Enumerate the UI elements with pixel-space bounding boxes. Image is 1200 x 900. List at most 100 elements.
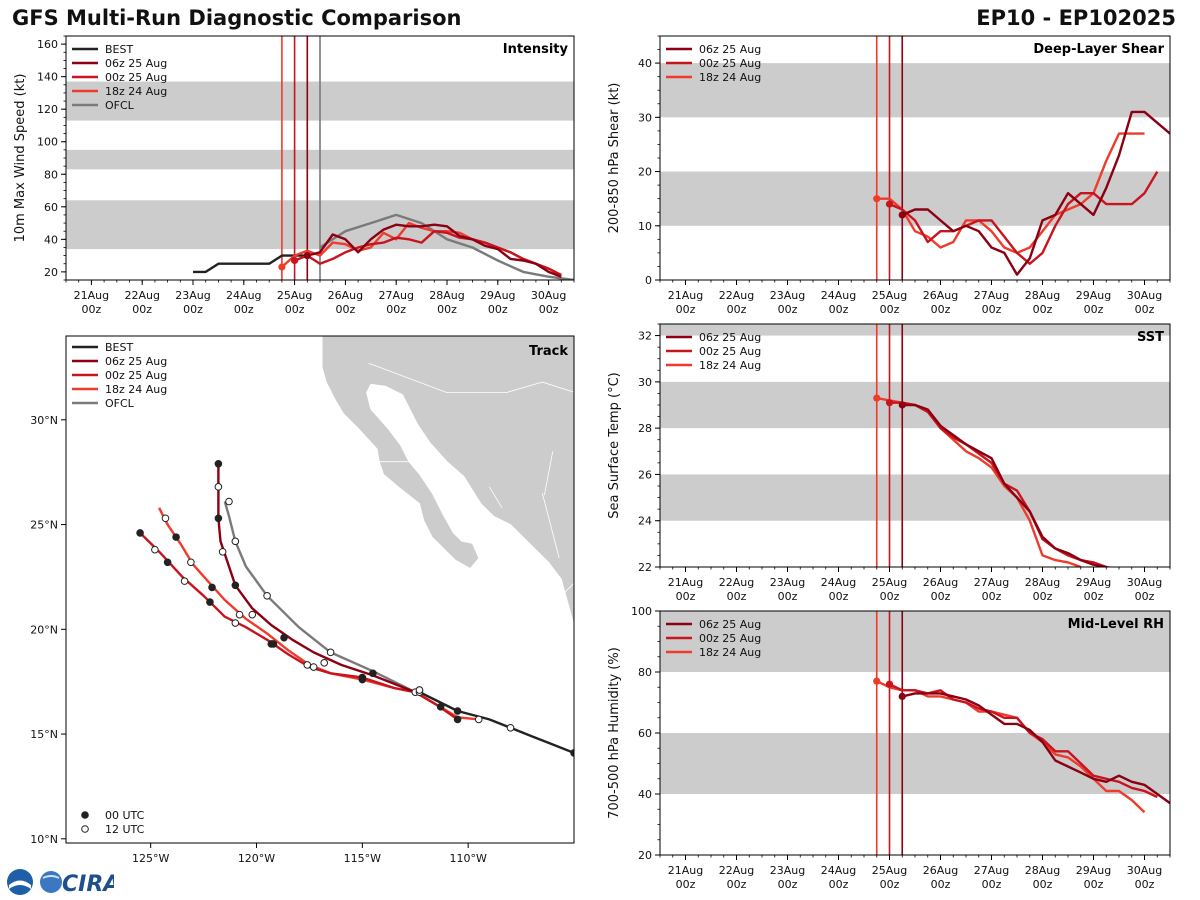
ytick-label: 60 <box>638 727 652 740</box>
track-marker-00z <box>206 598 214 606</box>
ytick-label: 28 <box>638 422 652 435</box>
marker-legend-label: 00 UTC <box>105 809 145 822</box>
track-line-ofcl <box>223 501 416 694</box>
xtick-label-hour: 00z <box>1135 590 1155 603</box>
init-point-00z <box>291 256 299 265</box>
plot-area <box>660 36 1170 280</box>
xtick-label-hour: 00z <box>880 303 900 316</box>
panel-title: Intensity <box>503 42 569 57</box>
track-marker-ofcl <box>263 591 271 600</box>
track-marker-18z <box>172 533 180 541</box>
shaded-band <box>660 611 1170 672</box>
xtick-label-day: 24Aug <box>821 864 856 877</box>
ytick-label: 0 <box>645 274 652 287</box>
series-line-00z <box>889 170 1159 265</box>
xtick-label-day: 29Aug <box>1076 864 1111 877</box>
xtick-label-day: 30Aug <box>531 289 566 302</box>
plot-area <box>660 324 1170 567</box>
legend-label-06z: 06z 25 Aug <box>105 355 167 368</box>
xtick-label-day: 21Aug <box>668 289 703 302</box>
init-point-00z <box>885 680 894 688</box>
xtick-label-day: 23Aug <box>175 289 210 302</box>
legend-label-18z: 18z 24 Aug <box>105 383 167 396</box>
xtick-label-hour: 00z <box>82 303 102 316</box>
xtick-label-hour: 00z <box>488 303 508 316</box>
track-marker-06z <box>214 514 223 523</box>
xtick-label-day: 29Aug <box>1076 289 1111 302</box>
xtick-label-hour: 00z <box>1033 303 1053 316</box>
track-marker-06z <box>415 686 424 694</box>
legend-label-00z: 00z 25 Aug <box>105 71 167 84</box>
init-point-06z <box>303 252 311 260</box>
xtick-label-day: 26Aug <box>923 576 958 589</box>
xtick-label-hour: 00z <box>386 303 406 316</box>
xtick-label-day: 23Aug <box>770 864 805 877</box>
xtick-label-hour: 00z <box>829 303 849 316</box>
chart-rh: 2040608010021Aug00z22Aug00z23Aug00z24Aug… <box>607 605 1171 891</box>
ytick-label: 120 <box>37 103 58 116</box>
track-marker-best <box>453 707 462 715</box>
y-axis-label: 10m Max Wind Speed (kt) <box>13 74 28 243</box>
series-line-00z <box>294 229 562 277</box>
xtick-label-day: 21Aug <box>668 864 703 877</box>
track-marker-18z <box>474 715 483 724</box>
track-marker-ofcl <box>231 537 240 546</box>
xtick-label-day: 25Aug <box>872 864 907 877</box>
ytick-label: 24 <box>638 515 652 528</box>
shaded-band <box>660 324 1170 336</box>
legend-label-18z: 18z 24 Aug <box>699 646 761 659</box>
legend-label-18z: 18z 24 Aug <box>699 359 761 372</box>
track-line-00z <box>139 532 459 721</box>
xtick-label-hour: 00z <box>1135 878 1155 891</box>
panel-title: SST <box>1137 330 1164 345</box>
ytick-label: 20 <box>638 849 652 862</box>
track-marker-06z <box>231 581 240 590</box>
xtick-label-hour: 00z <box>829 590 849 603</box>
series-line-18z <box>876 132 1145 255</box>
xtick-label-hour: 00z <box>727 878 747 891</box>
ytick-label: 32 <box>638 330 652 343</box>
xtick-label-hour: 00z <box>880 878 900 891</box>
track-line-best <box>414 689 574 755</box>
track-marker-06z <box>214 459 223 468</box>
xtick-label-day: 24Aug <box>821 576 856 589</box>
state-border <box>544 451 554 496</box>
track-marker-00z <box>151 545 159 554</box>
track-marker-06z <box>248 610 257 619</box>
legend-label-06z: 06z 25 Aug <box>105 57 167 70</box>
xtick-label-hour: 00z <box>1084 878 1104 891</box>
y-axis-label: 700-500 hPa Humidity (%) <box>607 647 622 819</box>
series-line-00z <box>888 683 1158 799</box>
legend-label-18z: 18z 24 Aug <box>699 71 761 84</box>
xtick-label-hour: 00z <box>829 878 849 891</box>
legend-label-06z: 06z 25 Aug <box>699 43 761 56</box>
track-marker-06z <box>320 659 329 667</box>
track-marker-06z <box>369 669 377 678</box>
xtick-label-day: 27Aug <box>378 289 413 302</box>
xtick-label-hour: 00z <box>676 590 696 603</box>
marker-legend-symbol <box>81 811 89 819</box>
y-axis-label: 200-850 hPa Shear (kt) <box>607 83 622 234</box>
xtick-label-day: 24Aug <box>821 289 856 302</box>
xtick-label-hour: 00z <box>727 590 747 603</box>
xtick-label-hour: 00z <box>727 303 747 316</box>
ytick-label: 26 <box>638 468 652 481</box>
ytick-label: 40 <box>44 233 58 246</box>
land-mass <box>321 336 574 627</box>
legend-label-18z: 18z 24 Aug <box>105 85 167 98</box>
xtick-label-day: 30Aug <box>1127 289 1162 302</box>
xtick-label-day: 26Aug <box>923 289 958 302</box>
ytick-label: 30 <box>638 376 652 389</box>
ytick-label: 80 <box>638 666 652 679</box>
xtick-label-hour: 00z <box>982 303 1002 316</box>
xtick-label-hour: 00z <box>1084 303 1104 316</box>
shaded-band <box>660 474 1170 521</box>
xtick-label-hour: 00z <box>982 878 1002 891</box>
xtick-label-hour: 00z <box>1084 590 1104 603</box>
xtick-label-day: 28Aug <box>1025 576 1060 589</box>
xtick-label-hour: 00z <box>931 590 951 603</box>
track-marker-00z <box>136 529 144 537</box>
xtick-label-hour: 00z <box>285 303 305 316</box>
legend-label-00z: 00z 25 Aug <box>105 369 167 382</box>
